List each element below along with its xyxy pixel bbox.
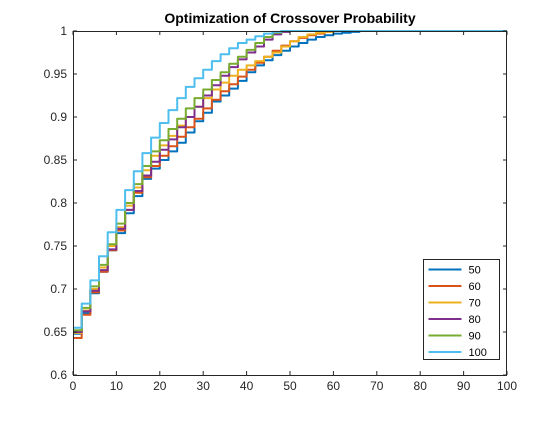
legend-label-50: 50 [469, 265, 481, 277]
x-tick-label: 40 [240, 379, 254, 393]
y-tick-label: 0.6 [50, 368, 67, 382]
y-tick-label: 0.95 [44, 67, 68, 81]
series-line-70 [73, 30, 507, 334]
legend: 50 60 70 80 90 100 [423, 259, 500, 360]
x-tick-group: 0 10 20 30 40 50 60 70 80 90 100 [70, 31, 517, 393]
legend-label-70: 70 [469, 298, 481, 310]
x-tick-label: 20 [153, 379, 167, 393]
x-tick-label: 0 [70, 379, 77, 393]
x-tick-label: 30 [197, 379, 211, 393]
x-tick-label: 60 [327, 379, 341, 393]
y-tick-label: 0.65 [44, 325, 68, 339]
series-line-90 [73, 30, 507, 332]
chart-title: Optimization of Crossover Probability [164, 10, 415, 26]
series-line-100 [73, 30, 507, 329]
legend-label-80: 80 [469, 314, 481, 326]
series-line-80 [73, 30, 507, 333]
y-tick-label: 0.8 [50, 196, 67, 210]
x-tick-label: 10 [110, 379, 124, 393]
x-tick-label: 100 [497, 379, 517, 393]
y-tick-group: 0.6 0.65 0.7 0.75 0.8 0.85 0.9 0.95 1 [44, 24, 507, 382]
series-layer [73, 30, 507, 339]
legend-box [423, 259, 500, 360]
y-tick-label: 0.9 [50, 110, 67, 124]
x-tick-label: 90 [457, 379, 471, 393]
y-tick-label: 1 [60, 24, 67, 38]
y-tick-label: 0.75 [44, 239, 68, 253]
y-tick-label: 0.7 [50, 282, 67, 296]
legend-label-100: 100 [469, 347, 487, 359]
legend-label-60: 60 [469, 281, 481, 293]
x-tick-label: 70 [370, 379, 384, 393]
x-tick-label: 80 [414, 379, 428, 393]
y-tick-label: 0.85 [44, 153, 68, 167]
x-tick-label: 50 [283, 379, 297, 393]
legend-label-90: 90 [469, 331, 481, 343]
